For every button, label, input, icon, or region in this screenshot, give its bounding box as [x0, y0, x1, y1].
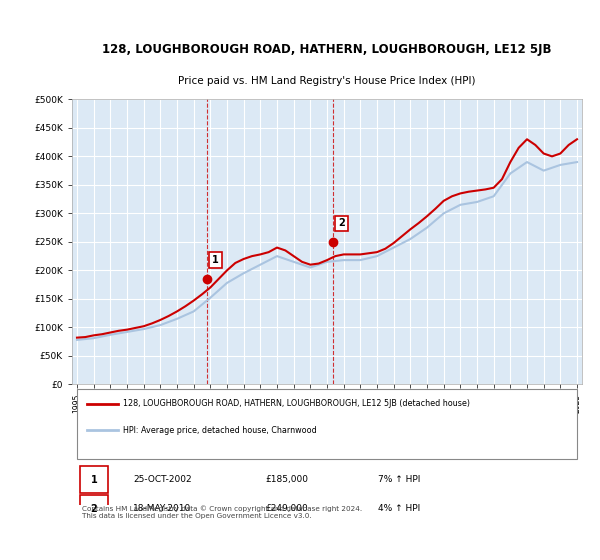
- Text: Price paid vs. HM Land Registry's House Price Index (HPI): Price paid vs. HM Land Registry's House …: [178, 76, 476, 86]
- FancyBboxPatch shape: [77, 389, 577, 459]
- Text: 18-MAY-2010: 18-MAY-2010: [133, 504, 191, 513]
- Text: £249,000: £249,000: [266, 504, 308, 513]
- Text: 128, LOUGHBOROUGH ROAD, HATHERN, LOUGHBOROUGH, LE12 5JB (detached house): 128, LOUGHBOROUGH ROAD, HATHERN, LOUGHBO…: [123, 399, 470, 408]
- Text: 128, LOUGHBOROUGH ROAD, HATHERN, LOUGHBOROUGH, LE12 5JB: 128, LOUGHBOROUGH ROAD, HATHERN, LOUGHBO…: [102, 44, 552, 57]
- Text: 1: 1: [91, 475, 97, 484]
- Text: HPI: Average price, detached house, Charnwood: HPI: Average price, detached house, Char…: [123, 426, 317, 435]
- Text: 25-OCT-2002: 25-OCT-2002: [133, 475, 192, 484]
- Text: 2: 2: [338, 218, 345, 228]
- Text: 4% ↑ HPI: 4% ↑ HPI: [378, 504, 420, 513]
- FancyBboxPatch shape: [80, 466, 108, 493]
- Text: £185,000: £185,000: [266, 475, 309, 484]
- Text: Contains HM Land Registry data © Crown copyright and database right 2024.
This d: Contains HM Land Registry data © Crown c…: [82, 505, 362, 519]
- FancyBboxPatch shape: [80, 495, 108, 522]
- Text: 1: 1: [212, 255, 219, 265]
- Text: 2: 2: [91, 503, 97, 514]
- Text: 7% ↑ HPI: 7% ↑ HPI: [378, 475, 421, 484]
